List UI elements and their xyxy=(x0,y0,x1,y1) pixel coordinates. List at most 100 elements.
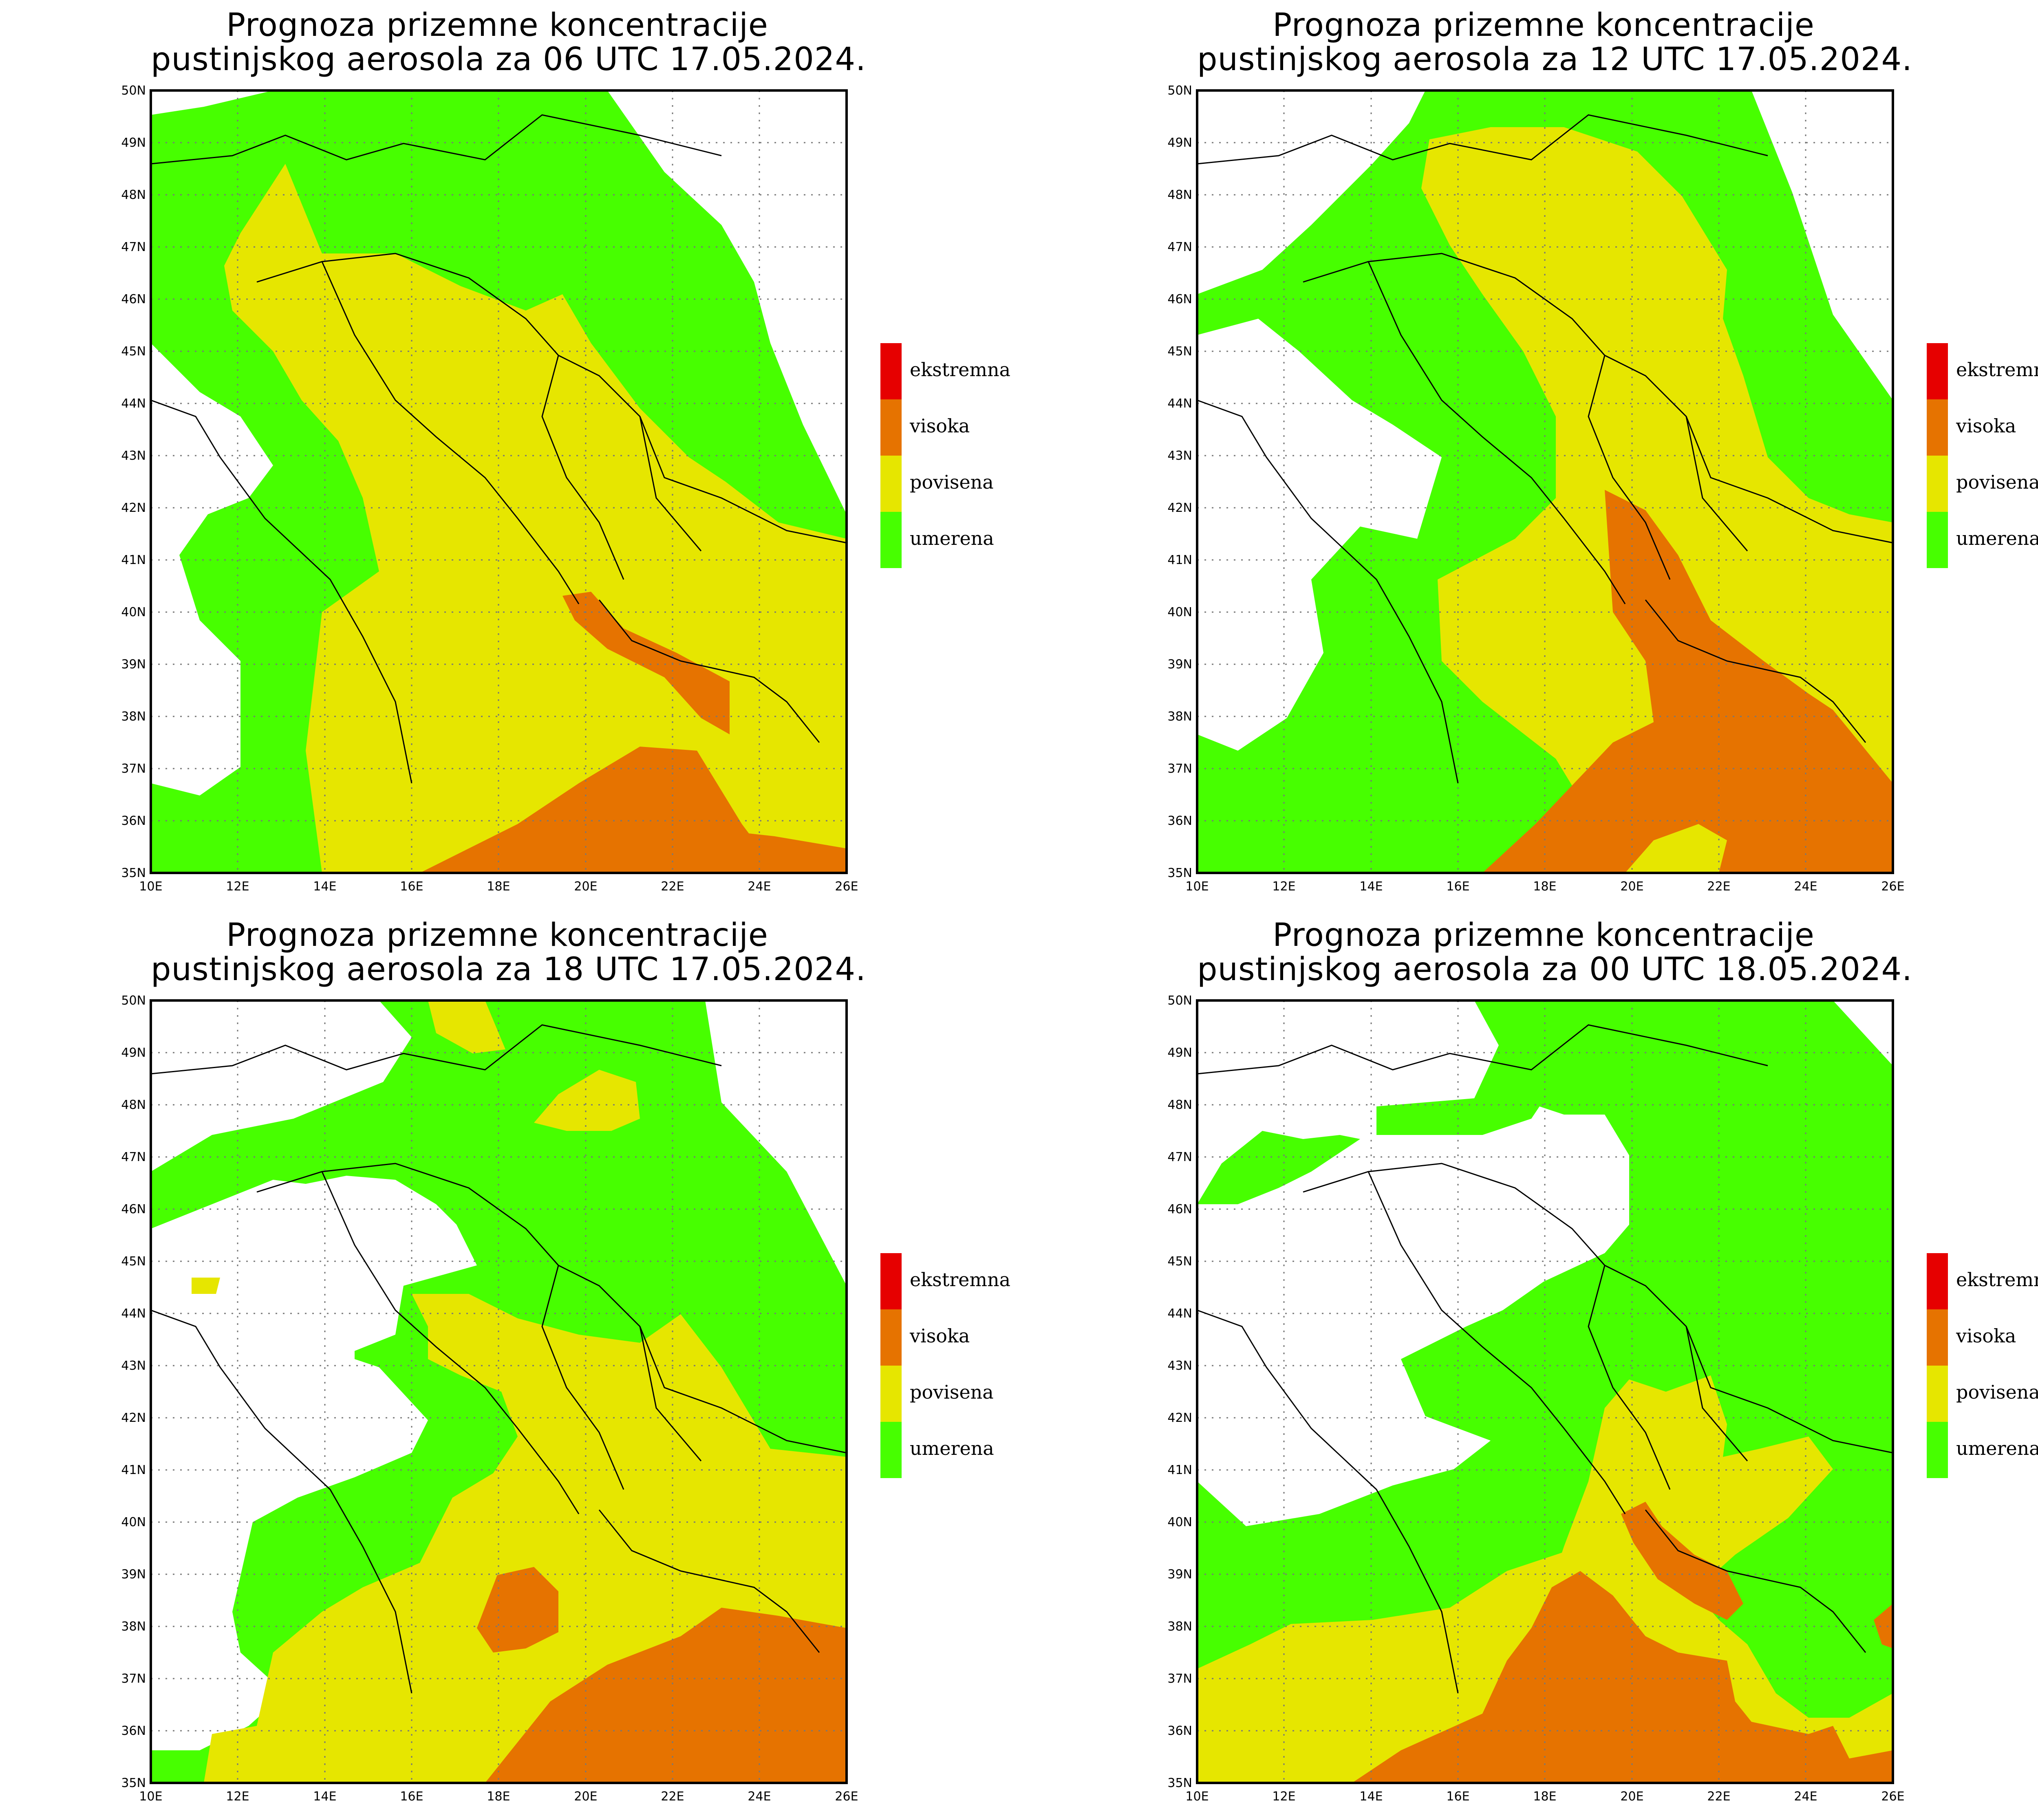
title-line-1: Prognoza prizemne koncentracije xyxy=(1273,917,1815,954)
lat-axis: 35N 36N 37N 38N 39N 40N 41N 42N 43N 44N … xyxy=(1167,84,1192,880)
map-plot: 35N 36N 37N 38N 39N 40N 41N 42N 43N 44N … xyxy=(121,84,858,894)
legend-label: povisena xyxy=(1956,471,2038,493)
lat-tick-label: 37N xyxy=(121,762,146,776)
map-panel-00utc: Prognoza prizemne koncentracije pustinjs… xyxy=(1046,910,2038,1820)
lon-tick-label: 18E xyxy=(487,1789,510,1804)
lat-tick-label: 43N xyxy=(121,1359,146,1373)
panel-title: Prognoza prizemne koncentracije pustinjs… xyxy=(151,917,866,988)
lon-tick-label: 18E xyxy=(487,879,510,894)
lat-tick-label: 49N xyxy=(1167,136,1192,150)
lat-tick-label: 47N xyxy=(121,240,146,254)
map-plot: 35N 36N 37N 38N 39N 40N 41N 42N 43N 44N … xyxy=(121,994,858,1804)
lat-axis: 35N 36N 37N 38N 39N 40N 41N 42N 43N 44N … xyxy=(1167,994,1192,1790)
lat-tick-label: 38N xyxy=(121,1619,146,1634)
lat-tick-label: 43N xyxy=(121,449,146,463)
legend-swatch-visoka xyxy=(880,399,902,456)
area-visoka xyxy=(1621,1502,1743,1620)
lat-tick-label: 35N xyxy=(1167,866,1192,880)
title-line-2: pustinjskog aerosola za 12 UTC 17.05.202… xyxy=(1197,41,1912,78)
lon-tick-label: 12E xyxy=(1272,879,1295,894)
lon-axis: 10E 12E 14E 16E 18E 20E 22E 24E 26E xyxy=(139,879,858,894)
lat-tick-label: 47N xyxy=(1167,1150,1192,1164)
legend-swatch-visoka xyxy=(1927,1309,1948,1366)
area-visoka xyxy=(562,592,730,734)
lon-tick-label: 16E xyxy=(1446,879,1469,894)
legend-swatch-ekstremna xyxy=(1927,343,1948,399)
lat-tick-label: 48N xyxy=(1167,188,1192,202)
lon-tick-label: 24E xyxy=(748,879,771,894)
lon-axis: 10E 12E 14E 16E 18E 20E 22E 24E 26E xyxy=(139,1789,858,1804)
lat-tick-label: 41N xyxy=(121,553,146,567)
lat-tick-label: 41N xyxy=(1167,553,1192,567)
lat-tick-label: 48N xyxy=(1167,1098,1192,1112)
legend-swatch-umerena xyxy=(1927,512,1948,568)
lon-tick-label: 10E xyxy=(139,879,162,894)
area-visoka xyxy=(1874,1604,1893,1648)
lat-tick-label: 46N xyxy=(1167,1202,1192,1216)
legend-label: ekstremna xyxy=(1956,1269,2038,1291)
lat-tick-label: 47N xyxy=(1167,240,1192,254)
lon-tick-label: 14E xyxy=(313,1789,336,1804)
lat-tick-label: 43N xyxy=(1167,1359,1192,1373)
lat-tick-label: 41N xyxy=(121,1463,146,1477)
lat-tick-label: 40N xyxy=(1167,1515,1192,1529)
lat-tick-label: 46N xyxy=(121,292,146,306)
lat-tick-label: 39N xyxy=(121,657,146,672)
lat-tick-label: 49N xyxy=(1167,1046,1192,1060)
area-visoka xyxy=(420,747,779,873)
legend-swatch-povisena xyxy=(880,456,902,512)
legend-label: visoka xyxy=(1956,1325,2016,1347)
lon-tick-label: 24E xyxy=(1794,879,1817,894)
lat-tick-label: 37N xyxy=(1167,1672,1192,1686)
lat-tick-label: 38N xyxy=(121,709,146,724)
lon-tick-label: 12E xyxy=(226,1789,249,1804)
legend-swatch-visoka xyxy=(880,1309,902,1366)
area-visoka xyxy=(477,1567,558,1653)
lon-tick-label: 24E xyxy=(748,1789,771,1804)
legend-label: umerena xyxy=(1956,1437,2038,1459)
map-plot: 35N 36N 37N 38N 39N 40N 41N 42N 43N 44N … xyxy=(1167,994,1904,1804)
legend-swatch-povisena xyxy=(1927,456,1948,512)
lon-tick-label: 16E xyxy=(1446,1789,1469,1804)
lon-tick-label: 14E xyxy=(1359,879,1383,894)
legend-label: povisena xyxy=(1956,1381,2038,1403)
lon-tick-label: 18E xyxy=(1533,879,1556,894)
lat-tick-label: 39N xyxy=(121,1567,146,1582)
lat-tick-label: 45N xyxy=(121,1254,146,1269)
lon-tick-label: 16E xyxy=(400,879,423,894)
lon-tick-label: 22E xyxy=(661,879,684,894)
lon-tick-label: 20E xyxy=(1620,1789,1643,1804)
legend-label: ekstremna xyxy=(910,1269,1011,1291)
lat-tick-label: 38N xyxy=(1167,709,1192,724)
legend-label: umerena xyxy=(910,527,994,549)
area-visoka xyxy=(1352,1571,1893,1783)
title-line-2: pustinjskog aerosola za 18 UTC 17.05.202… xyxy=(151,951,866,988)
lat-tick-label: 45N xyxy=(121,344,146,359)
lat-tick-label: 36N xyxy=(121,1724,146,1738)
legend-swatch-umerena xyxy=(1927,1422,1948,1478)
map-panel-06utc: Prognoza prizemne koncentracije pustinjs… xyxy=(0,0,1046,910)
area-visoka xyxy=(1482,490,1893,873)
lat-tick-label: 37N xyxy=(1167,762,1192,776)
lon-tick-label: 18E xyxy=(1533,1789,1556,1804)
area-visoka xyxy=(485,1608,847,1783)
lat-tick-label: 44N xyxy=(121,397,146,411)
lat-tick-label: 39N xyxy=(1167,657,1192,672)
legend-label: visoka xyxy=(1956,415,2016,437)
lon-axis: 10E 12E 14E 16E 18E 20E 22E 24E 26E xyxy=(1185,1789,1904,1804)
lon-tick-label: 22E xyxy=(661,1789,684,1804)
lat-tick-label: 37N xyxy=(121,1672,146,1686)
lat-tick-label: 35N xyxy=(1167,1776,1192,1790)
legend-label: povisena xyxy=(910,1381,994,1403)
map-panel-18utc: Prognoza prizemne koncentracije pustinjs… xyxy=(0,910,1046,1820)
lat-tick-label: 36N xyxy=(1167,814,1192,828)
lat-tick-label: 44N xyxy=(1167,1307,1192,1321)
panel-title: Prognoza prizemne koncentracije pustinjs… xyxy=(151,8,866,78)
title-line-1: Prognoza prizemne koncentracije xyxy=(226,917,768,954)
legend-swatch-povisena xyxy=(880,1366,902,1422)
lon-tick-label: 12E xyxy=(1272,1789,1295,1804)
legend-label: umerena xyxy=(1956,527,2038,549)
lon-tick-label: 12E xyxy=(226,879,249,894)
title-line-2: pustinjskog aerosola za 06 UTC 17.05.202… xyxy=(151,41,866,78)
lat-tick-label: 41N xyxy=(1167,1463,1192,1477)
